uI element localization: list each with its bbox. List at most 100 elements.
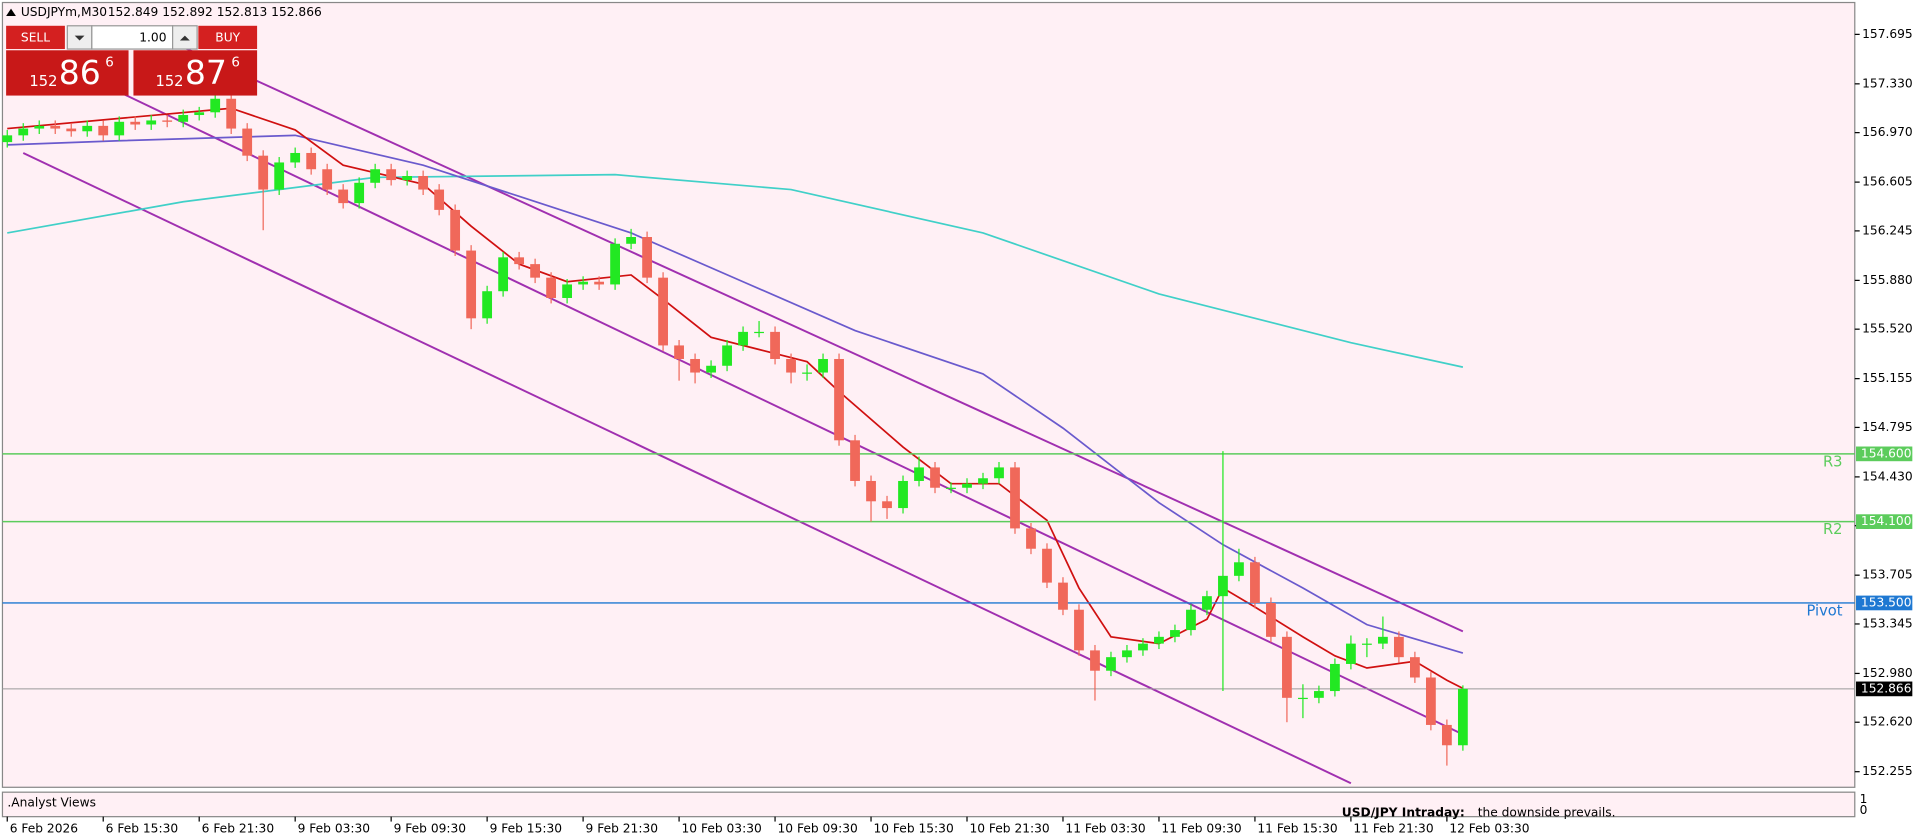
candle-body [290, 152, 301, 163]
candle-body [770, 331, 780, 359]
candle-body [370, 169, 381, 183]
moving-average [7, 107, 1464, 690]
analyst-text: the downside prevails. [1478, 805, 1616, 819]
candle-body [242, 128, 253, 156]
candle-body [1170, 630, 1180, 637]
candle-body [610, 243, 620, 285]
candle-body [258, 155, 269, 190]
y-tick-label: 152.255 [1862, 764, 1913, 778]
candle-body [1346, 643, 1356, 664]
x-tick-label: 9 Feb 15:30 [490, 821, 562, 835]
candle-body [530, 264, 541, 278]
candle-body [1282, 636, 1292, 698]
buy-label: BUY [215, 31, 240, 45]
candle-body [674, 345, 684, 359]
candle-body [818, 358, 828, 373]
candle-body [1234, 562, 1244, 576]
candle-body [850, 440, 860, 481]
candle-body [1330, 663, 1340, 692]
candle-body [1378, 636, 1388, 644]
candle-body [322, 169, 333, 190]
candle-body [738, 331, 748, 346]
candle-body [226, 98, 237, 129]
x-tick-label: 6 Feb 15:30 [106, 821, 178, 835]
y-tick-label: 152.620 [1862, 715, 1913, 729]
ask-box[interactable] [133, 50, 258, 96]
y-tick-label: 156.605 [1862, 175, 1913, 189]
candle-body [546, 277, 557, 298]
candle-body [178, 115, 189, 122]
sell-button[interactable] [6, 25, 65, 50]
trade-panel: SELL 1.00 BUY 152 86 6 152 87 6 [6, 25, 258, 96]
y-tick-label: 156.245 [1862, 223, 1913, 237]
candle-body [802, 372, 812, 374]
candle-body [498, 257, 509, 292]
candle-body [210, 98, 221, 113]
level-badge [1856, 514, 1913, 529]
y-tick-label: 155.155 [1862, 371, 1913, 385]
candle-body [1266, 602, 1276, 637]
current-price-label: 152.866 [1861, 681, 1912, 695]
x-tick-label: 9 Feb 09:30 [394, 821, 466, 835]
candle-body [1441, 724, 1452, 746]
candle-body [338, 189, 349, 204]
x-tick-label: 12 Feb 03:30 [1449, 821, 1529, 835]
candle-body [1010, 467, 1020, 529]
candle-body [754, 331, 764, 334]
candle-body [50, 125, 61, 129]
candle-body [1394, 636, 1404, 658]
candle-body [1186, 609, 1196, 631]
candle-body [914, 467, 924, 481]
indicator-title: .Analyst Views [7, 796, 96, 810]
bid-small: 6 [105, 56, 114, 71]
candle-body [786, 358, 796, 373]
candle-body [130, 121, 141, 125]
candle-body [1154, 636, 1164, 644]
candle-body [658, 277, 668, 346]
candle-body [2, 135, 13, 143]
x-tick-label: 10 Feb 09:30 [778, 821, 858, 835]
x-tick-label: 11 Feb 21:30 [1353, 821, 1433, 835]
y-tick-label: 157.695 [1862, 27, 1913, 41]
candle-body [1074, 609, 1084, 651]
candle-body [1090, 650, 1100, 671]
candle-body [1202, 596, 1212, 610]
x-tick-label: 10 Feb 21:30 [969, 821, 1049, 835]
y-tick-label: 156.970 [1862, 125, 1913, 139]
candle-body [626, 237, 636, 244]
buy-button[interactable] [198, 25, 258, 50]
moving-average [7, 173, 1464, 368]
candle-body [642, 237, 652, 278]
candle-body [194, 112, 205, 116]
x-tick-label: 10 Feb 15:30 [873, 821, 953, 835]
symbol: USDJPYm,M30 [21, 5, 107, 19]
candle-body [930, 467, 940, 488]
candle-body [562, 284, 573, 298]
level-label: R2 [1823, 521, 1843, 538]
candle-body [1298, 697, 1308, 700]
y-tick-label: 154.795 [1862, 420, 1913, 434]
arrow-up [179, 35, 190, 41]
indicator-tick: 1 [1860, 792, 1868, 806]
collapse-icon[interactable] [6, 8, 16, 16]
ask-small: 6 [231, 56, 240, 71]
x-tick-label: 11 Feb 09:30 [1161, 821, 1241, 835]
plot-area [1, 1, 1856, 788]
bid-box[interactable] [6, 50, 129, 96]
ask-big: 152 [155, 73, 183, 90]
candle-body [1058, 582, 1068, 610]
candle-body [834, 358, 844, 441]
candle-body [98, 125, 109, 136]
candle-body [946, 487, 956, 489]
candle-body [482, 291, 493, 319]
candle-body [386, 169, 397, 181]
x-tick-label: 6 Feb 2026 [10, 821, 79, 835]
candle-body [594, 281, 604, 285]
level-badge [1856, 446, 1913, 462]
level-price: 154.600 [1861, 446, 1912, 460]
candle-body [1026, 528, 1036, 549]
candle-body [466, 250, 477, 319]
level-label: R3 [1823, 453, 1843, 470]
